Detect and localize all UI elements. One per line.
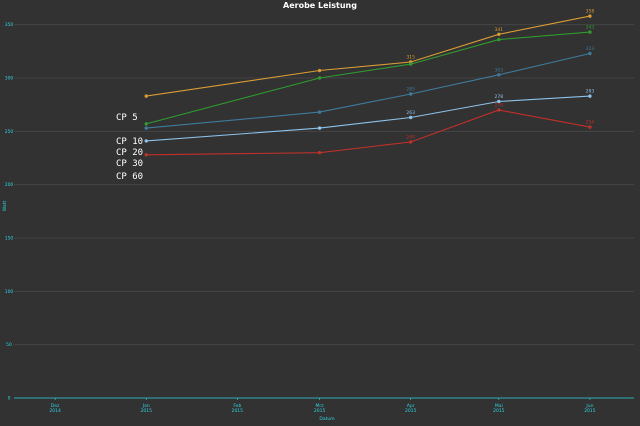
data-label: 283 <box>586 89 595 95</box>
legend-entry: CP 10 <box>116 137 143 147</box>
data-label: 358 <box>586 9 595 15</box>
chart-title: Aerobe Leistung <box>283 1 357 10</box>
data-label: 254 <box>586 120 595 126</box>
data-point <box>317 150 322 155</box>
x-tick-label: Apr <box>407 403 415 409</box>
data-label: 341 <box>495 27 504 33</box>
x-tick-label: Mrz <box>316 403 325 409</box>
series-line <box>146 52 591 129</box>
data-point <box>408 62 413 66</box>
y-tick-label: 100 <box>5 289 14 295</box>
x-tick-label: 2015 <box>584 408 596 414</box>
legend-entry: CP 5 <box>116 113 138 123</box>
data-label: 303 <box>495 67 504 73</box>
data-label: 278 <box>495 94 504 100</box>
series-line <box>146 109 591 156</box>
y-tick-label: 300 <box>5 76 14 82</box>
data-point <box>144 122 148 126</box>
data-point <box>144 153 148 157</box>
y-tick-label: 250 <box>5 129 14 135</box>
data-label: 263 <box>406 110 415 116</box>
data-point <box>497 108 501 112</box>
x-tick-label: 2015 <box>141 408 153 414</box>
data-point <box>317 76 322 80</box>
data-label: 323 <box>586 46 595 52</box>
x-tick-label: 2015 <box>405 408 417 414</box>
legend-entry: CP 20 <box>116 148 143 158</box>
data-label: 270 <box>495 103 504 109</box>
y-tick-label: 0 <box>8 396 11 402</box>
data-point <box>588 30 592 34</box>
data-point <box>408 115 413 120</box>
y-tick-label: 200 <box>5 182 14 188</box>
x-tick-label: Jan <box>142 403 150 409</box>
data-label: 315 <box>406 55 415 61</box>
y-tick-label: 350 <box>5 22 14 28</box>
data-point <box>588 14 592 18</box>
data-point <box>144 139 148 143</box>
x-axis-label: Datum <box>319 416 334 422</box>
series-line <box>146 15 591 97</box>
data-point <box>497 37 501 42</box>
data-point <box>497 32 501 36</box>
x-tick-label: Jun <box>585 403 593 409</box>
x-tick-label: 2015 <box>314 408 326 414</box>
x-tick-label: 2014 <box>49 408 61 414</box>
data-label: 285 <box>406 87 415 93</box>
data-point <box>588 51 592 56</box>
x-tick-label: Feb <box>233 403 241 409</box>
data-point <box>317 68 322 73</box>
y-tick-label: 150 <box>5 236 14 242</box>
data-point <box>144 94 148 98</box>
x-tick-label: Mai <box>495 403 503 409</box>
legend-entry: CP 30 <box>116 159 143 169</box>
x-tick-label: 2015 <box>493 408 505 414</box>
data-label: 343 <box>586 25 595 31</box>
x-tick-label: Dez <box>51 403 60 409</box>
x-tick-label: 2015 <box>232 408 244 414</box>
data-point <box>317 126 322 130</box>
legend-entry: CP 60 <box>116 172 143 182</box>
y-axis-label: Watt <box>2 201 8 212</box>
data-point <box>588 94 592 98</box>
data-point <box>408 92 413 96</box>
data-point <box>497 73 501 77</box>
data-label: 240 <box>406 135 415 141</box>
data-point <box>144 126 148 130</box>
data-point <box>317 110 322 114</box>
data-point <box>408 140 413 144</box>
data-point <box>588 125 592 129</box>
y-tick-label: 50 <box>6 342 12 348</box>
data-point <box>497 99 501 104</box>
